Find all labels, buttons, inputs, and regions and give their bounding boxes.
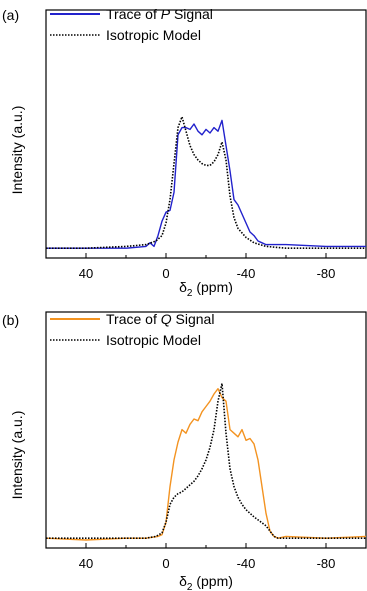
series-line-b-1 — [46, 382, 366, 539]
y-axis-label-b: Intensity (a.u.) — [9, 411, 25, 500]
x-tick-label-b-0: 40 — [79, 556, 93, 571]
chart-panel-a: (a) 40 0 -40 -80 δ2 (ppm) Intensity (a.u.) Trac… — [2, 6, 367, 299]
series-line-a-1 — [46, 116, 366, 249]
x-tick-label-a-0: 40 — [79, 266, 93, 281]
series-line-b-0 — [45, 388, 367, 541]
x-tick-label-b-2: -40 — [237, 556, 256, 571]
x-axis-label-b: δ2 (ppm) — [179, 573, 233, 591]
panel-label-a: (a) — [2, 7, 19, 23]
x-tick-label-a-3: -80 — [317, 266, 336, 281]
legend-label-a-0: Trace of P Signal — [106, 6, 213, 22]
x-tick-label-a-1: 0 — [162, 266, 169, 281]
legend-label-b-1: Isotropic Model — [106, 332, 201, 348]
panel-label-b: (b) — [2, 312, 19, 328]
x-tick-label-b-3: -80 — [317, 556, 336, 571]
y-axis-label-a: Intensity (a.u.) — [9, 106, 25, 195]
legend-label-b-0: Trace of Q Signal — [106, 311, 214, 327]
series-line-a-0 — [46, 119, 366, 249]
plot-frame-b — [45, 311, 367, 549]
plot-frame-a — [45, 9, 367, 259]
chart-panel-b: (b) 40 0 -40 -80 δ2 (ppm) Intensity (a.u.) Trac… — [2, 311, 367, 591]
legend-label-a-1: Isotropic Model — [106, 27, 201, 43]
x-tick-label-b-1: 0 — [162, 556, 169, 571]
x-axis-label-a: δ2 (ppm) — [179, 279, 233, 299]
x-tick-label-a-2: -40 — [237, 266, 256, 281]
